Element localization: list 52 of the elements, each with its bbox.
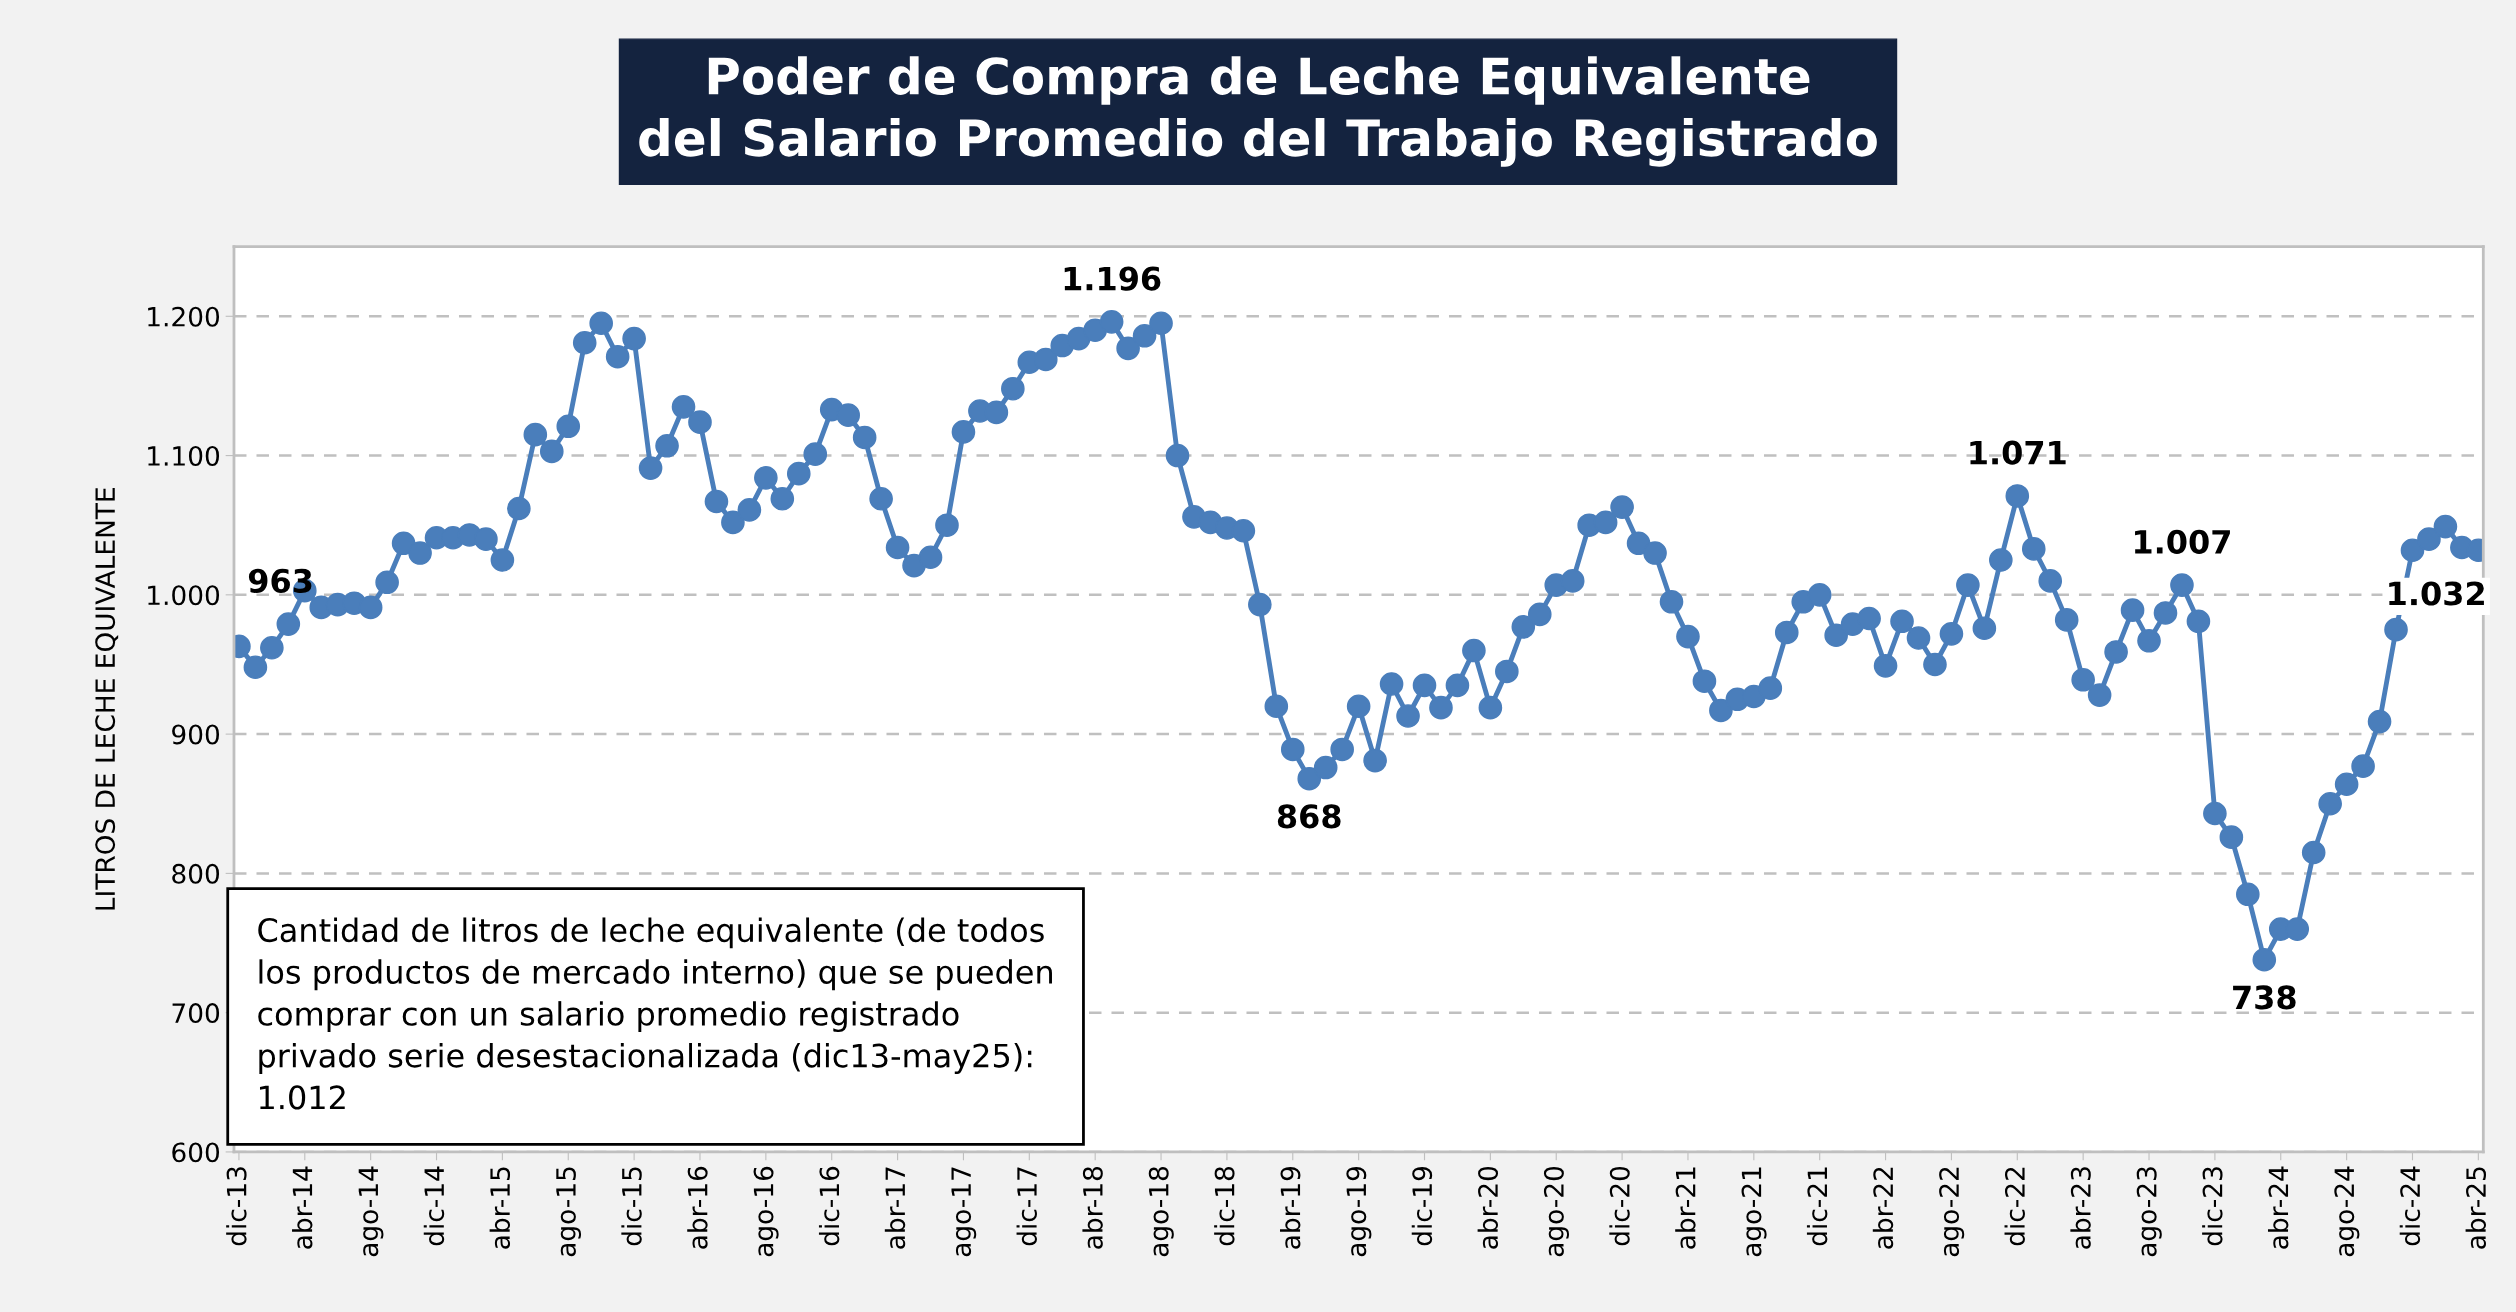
x-tick-label: abr-22	[1872, 1167, 1894, 1249]
x-tick-label: dic-14	[423, 1166, 445, 1246]
y-tick-label: 1.200	[148, 306, 220, 327]
data-label: 1.196	[1064, 266, 1161, 291]
x-tick-label: dic-13	[226, 1167, 247, 1246]
y-tick-label: 900	[172, 724, 220, 745]
y-tick-label: 1.000	[148, 585, 220, 606]
x-tick-label: ago-16	[753, 1166, 779, 1257]
x-tick-label: dic-16	[818, 1166, 840, 1246]
x-tick-label: dic-19	[1411, 1166, 1433, 1246]
x-tick-label: abr-14	[292, 1166, 313, 1249]
x-tick-label: abr-17	[884, 1167, 906, 1249]
y-tick-label: 600	[172, 1142, 220, 1163]
x-tick-label: abr-23	[2070, 1167, 2091, 1249]
annotation: Cantidad de litros de leche equivalente (de todos los productos de mercado interno) que se pueden comprar con un salario promedio registrado privado serie desestacionalizada (dic13-may25): 1.012	[258, 917, 1052, 1110]
y-axis-title: LITROS DE LECHE EQUIVALENTE	[95, 488, 119, 910]
x-tick-label: ago-19	[1346, 1166, 1372, 1257]
data-label: 1.007	[2135, 529, 2230, 554]
x-tick-label: dic-18	[1214, 1166, 1235, 1246]
x-tick-label: dic-24	[2399, 1166, 2421, 1246]
x-tick-label: ago-14	[358, 1166, 384, 1257]
x-tick-label: dic-15	[621, 1167, 642, 1246]
x-tick-label: ago-18	[1148, 1166, 1174, 1257]
x-tick-label: ago-24	[2334, 1166, 2360, 1257]
data-label: 1.071	[1970, 440, 2066, 465]
x-tick-label: dic-23	[2202, 1167, 2223, 1246]
x-tick-label: abr-19	[1280, 1166, 1301, 1249]
x-tick-label: abr-18	[1082, 1166, 1103, 1249]
data-label: 1.032	[2389, 581, 2484, 606]
x-tick-label: abr-20	[1477, 1166, 1499, 1249]
y-tick-label: 1.100	[148, 446, 220, 466]
x-tick-label: abr-21	[1675, 1167, 1696, 1249]
x-tick-label: abr-25	[2465, 1167, 2487, 1249]
x-tick-label: ago-20	[1543, 1166, 1570, 1257]
y-tick-label: 700	[172, 1003, 220, 1024]
chart-title: Poder de Compra de Leche Equivalente del Salario Promedio del Trabajo Registrado	[639, 56, 1877, 167]
x-tick-label: dic-21	[1806, 1167, 1828, 1246]
x-tick-label: abr-16	[687, 1166, 708, 1249]
x-tick-label: ago-21	[1741, 1167, 1767, 1257]
x-tick-label: ago-17	[951, 1167, 977, 1257]
x-tick-label: abr-15	[489, 1167, 511, 1249]
x-tick-label: dic-20	[1609, 1166, 1630, 1246]
data-label: 963	[248, 568, 312, 593]
x-tick-label: ago-22	[1939, 1167, 1965, 1257]
x-tick-label: abr-24	[2267, 1166, 2289, 1249]
x-tick-label: dic-17	[1016, 1167, 1037, 1246]
y-tick-label: 800	[172, 863, 220, 884]
x-tick-label: ago-23	[2136, 1167, 2162, 1257]
x-tick-label: dic-22	[2004, 1167, 2025, 1246]
x-tick-label: ago-15	[556, 1167, 582, 1257]
data-label: 738	[2233, 985, 2296, 1010]
data-label: 868	[1277, 804, 1341, 829]
